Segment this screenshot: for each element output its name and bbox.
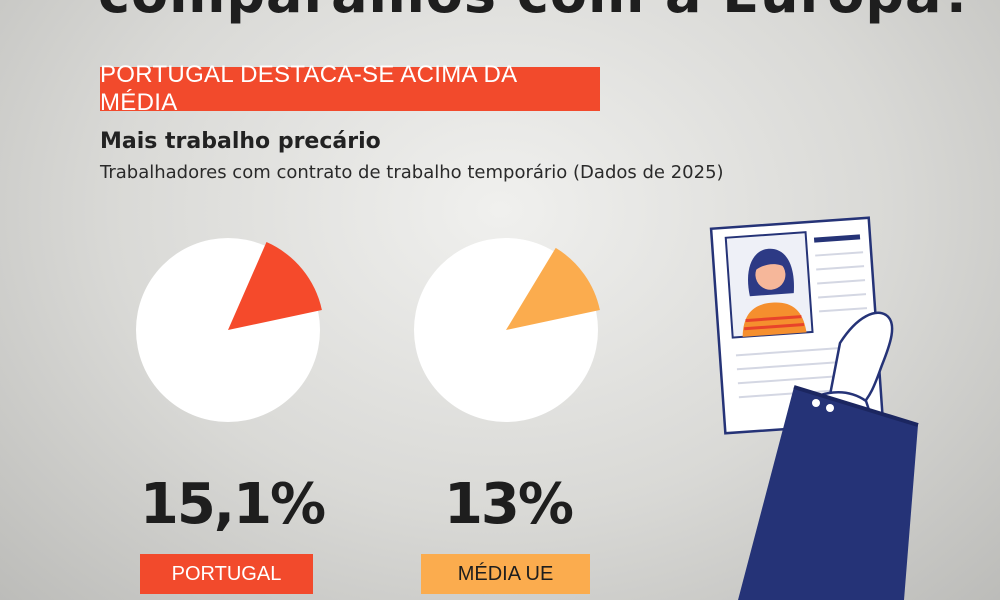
headline: comparamos com a Europa? <box>98 0 975 25</box>
id-card-icon <box>709 216 885 435</box>
pie-chart-portugal <box>136 238 322 422</box>
chart-subtitle: Trabalhadores com contrato de trabalho t… <box>100 162 724 183</box>
series-label-media-ue: MÉDIA UE <box>421 554 590 594</box>
value-label-media-ue: 13% <box>443 472 574 537</box>
highlight-banner: PORTUGAL DESTACA-SE ACIMA DA MÉDIA <box>100 61 600 116</box>
value-label-portugal: 15,1% <box>139 472 326 537</box>
series-label-portugal: PORTUGAL <box>140 554 313 594</box>
pie-slice-portugal <box>228 242 322 330</box>
pie-slice-media-ue <box>506 247 600 330</box>
sleeve-icon <box>738 385 919 600</box>
chart-title: Mais trabalho precário <box>100 129 381 154</box>
hand-holding-id-card-icon <box>709 216 919 600</box>
pie-chart-media-ue <box>414 238 600 422</box>
